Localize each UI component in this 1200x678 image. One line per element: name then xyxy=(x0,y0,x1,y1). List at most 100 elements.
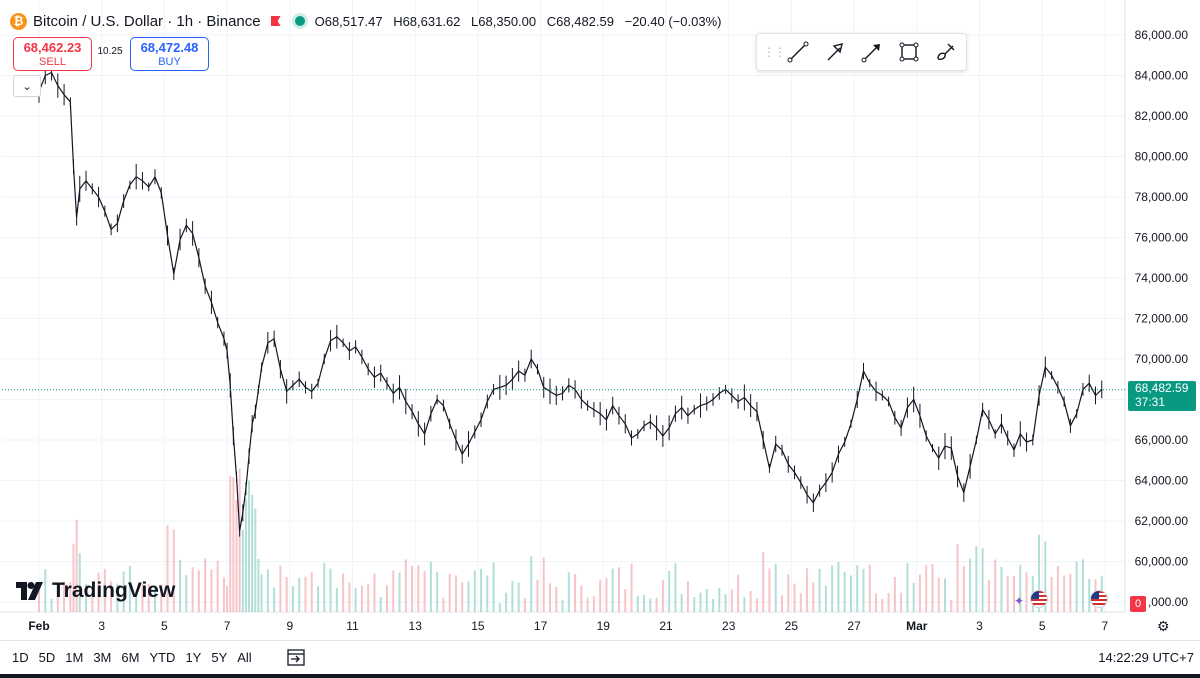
price-tick-label: 70,000.00 xyxy=(1135,352,1189,366)
price-tick-label: 78,000.00 xyxy=(1135,190,1189,204)
volume-bar xyxy=(235,499,238,612)
arrow-icon[interactable] xyxy=(819,38,851,66)
time-tick-label: 11 xyxy=(346,619,359,633)
volume-bar xyxy=(304,576,307,612)
volume-bar xyxy=(649,598,652,612)
volume-bar xyxy=(210,569,213,612)
volume-bar xyxy=(442,597,445,612)
time-tick-label: 19 xyxy=(597,619,611,633)
window-bottom-edge xyxy=(0,674,1200,678)
range-5y[interactable]: 5Y xyxy=(211,650,228,665)
trend-line-icon[interactable] xyxy=(782,38,814,66)
volume-bar xyxy=(630,563,633,612)
range-all[interactable]: All xyxy=(237,650,252,665)
symbol-title[interactable]: Bitcoin / U.S. Dollar · 1h · Binance xyxy=(33,12,261,30)
volume-bar xyxy=(511,580,514,612)
time-tick-label: Mar xyxy=(906,619,928,633)
buy-button[interactable]: 68,472.48 BUY xyxy=(130,37,209,71)
chevron-down-icon[interactable]: ⌄ xyxy=(13,75,41,97)
volume-bar xyxy=(116,583,119,612)
volume-bar xyxy=(918,574,921,612)
volume-bar xyxy=(78,553,81,612)
volume-bar xyxy=(404,559,407,612)
volume-bar xyxy=(555,586,558,612)
sparkle-icon[interactable]: ✦ xyxy=(1014,594,1025,608)
volume-bar xyxy=(699,592,702,612)
volume-bar xyxy=(856,565,859,612)
date-range-icon[interactable] xyxy=(286,647,306,667)
volume-bar xyxy=(298,578,301,612)
volume-bar xyxy=(549,583,552,612)
volume-bar xyxy=(887,592,890,612)
time-tick-label: 7 xyxy=(224,619,231,633)
utc-clock[interactable]: 14:22:29 UTC+7 xyxy=(1098,650,1194,665)
high-value: 68,631.62 xyxy=(402,13,461,29)
volume-bar xyxy=(536,579,539,612)
flag-icon[interactable] xyxy=(270,16,281,26)
volume-bar xyxy=(975,546,978,612)
volume-bar xyxy=(222,577,225,612)
sell-button[interactable]: 68,462.23 SELL xyxy=(13,37,92,71)
volume-bar xyxy=(868,564,871,612)
rectangle-icon[interactable] xyxy=(893,38,925,66)
alert-count-badge[interactable]: 0 xyxy=(1130,596,1146,612)
volume-bar xyxy=(229,476,232,612)
time-tick-label: 7 xyxy=(1102,619,1109,633)
volume-bar xyxy=(454,575,457,612)
us-flag-icon[interactable] xyxy=(1090,590,1108,608)
price-tick-label: 86,000.00 xyxy=(1135,28,1189,42)
range-1d[interactable]: 1D xyxy=(12,650,29,665)
range-3m[interactable]: 3M xyxy=(93,650,112,665)
volume-bar xyxy=(611,568,614,612)
volume-bar xyxy=(1056,566,1059,612)
volume-bar xyxy=(486,575,489,612)
arrow-marker-icon[interactable] xyxy=(856,38,888,66)
us-flag-icon[interactable] xyxy=(1030,590,1048,608)
volume-bar xyxy=(385,585,388,612)
volume-bar xyxy=(824,585,827,612)
volume-bar xyxy=(226,585,229,612)
volume-bar xyxy=(354,587,357,612)
range-6m[interactable]: 6M xyxy=(121,650,140,665)
price-tick-label: ,000.00 xyxy=(1148,595,1188,609)
volume-bar xyxy=(103,568,106,612)
volume-bar xyxy=(153,588,156,612)
volume-bar xyxy=(335,587,338,612)
price-chart[interactable]: 86,000.00 84,000.00 82,000.00 80,000.00 78,0… xyxy=(0,0,1200,640)
range-5d[interactable]: 5D xyxy=(38,650,56,665)
volume-bar xyxy=(179,559,182,612)
volume-bar xyxy=(737,574,740,612)
brush-icon[interactable] xyxy=(930,38,962,66)
volume-bar xyxy=(893,576,896,612)
volume-bar xyxy=(50,598,53,612)
volume-bar xyxy=(818,568,821,612)
range-1m[interactable]: 1M xyxy=(65,650,84,665)
sell-price: 68,462.23 xyxy=(23,40,82,55)
volume-bar xyxy=(436,571,439,612)
range-1y[interactable]: 1Y xyxy=(185,650,202,665)
time-tick-label: 9 xyxy=(286,619,293,633)
volume-bar xyxy=(75,519,78,612)
gear-icon[interactable]: ⚙ xyxy=(1157,618,1170,634)
volume-bar xyxy=(398,572,401,612)
volume-bar xyxy=(768,568,771,612)
volume-bar xyxy=(266,569,269,612)
drag-handle-icon[interactable]: ⋮⋮ xyxy=(763,45,786,59)
range-ytd[interactable]: YTD xyxy=(149,650,176,665)
volume-bar xyxy=(599,579,602,612)
volume-bar xyxy=(160,584,163,612)
market-open-icon xyxy=(294,16,305,26)
volume-bar xyxy=(97,572,100,612)
time-tick-label: 17 xyxy=(534,619,548,633)
time-tick-label: 23 xyxy=(722,619,736,633)
time-tick-label: 21 xyxy=(659,619,673,633)
volume-bar xyxy=(191,567,194,612)
volume-bar xyxy=(498,603,501,612)
volume-bar xyxy=(461,582,464,612)
tradingview-logo[interactable]: TradingView xyxy=(16,579,175,603)
volume-bar xyxy=(310,572,313,612)
price-tick-label: 84,000.00 xyxy=(1135,69,1189,83)
price-tick-label: 66,000.00 xyxy=(1135,433,1189,447)
volume-bar xyxy=(492,562,495,612)
volume-bar xyxy=(348,582,351,612)
